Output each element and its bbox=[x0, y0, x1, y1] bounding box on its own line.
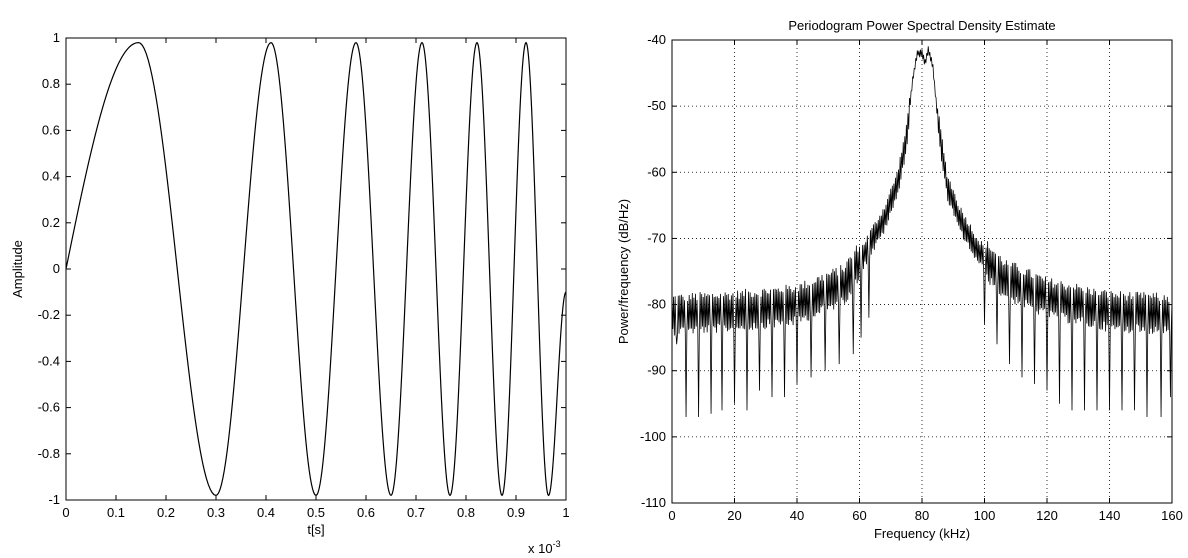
right-y-tick-label: -50 bbox=[647, 98, 666, 113]
right-chart-psd: 0 20 40 60 80 100 120 140 160 -110 -100 -90 -80 -70 -6… bbox=[616, 18, 1183, 541]
left-x-tick-label: 0.6 bbox=[357, 505, 375, 520]
right-x-tick-label: 160 bbox=[1161, 508, 1183, 523]
left-x-tick-label: 0.3 bbox=[207, 505, 225, 520]
right-grid bbox=[672, 40, 1172, 503]
right-y-axis-label: Power/frequency (dB/Hz) bbox=[616, 199, 631, 344]
left-x-tick-label: 1 bbox=[562, 505, 569, 520]
right-ticks: 0 20 40 60 80 100 120 140 160 -110 -100 -90 -80 -70 -6… bbox=[640, 32, 1183, 523]
left-plot-area bbox=[65, 37, 567, 501]
left-series-line bbox=[65, 41, 567, 497]
right-x-tick-label: 80 bbox=[915, 508, 929, 523]
right-y-tick-label: -100 bbox=[640, 429, 666, 444]
left-y-tick-label: 0 bbox=[53, 261, 60, 276]
left-y-tick-label: 0.8 bbox=[42, 76, 60, 91]
left-x-tick-label: 0.7 bbox=[407, 505, 425, 520]
right-plot-area bbox=[671, 39, 1173, 504]
right-y-tick-label: -80 bbox=[647, 297, 666, 312]
right-series-line bbox=[671, 46, 1173, 418]
right-x-tick-label: 140 bbox=[1099, 508, 1121, 523]
right-y-tick-label: -90 bbox=[647, 363, 666, 378]
left-x-exponent: x 10-3 bbox=[528, 539, 561, 556]
right-x-axis-label: Frequency (kHz) bbox=[874, 526, 970, 541]
left-y-axis-label: Amplitude bbox=[10, 240, 25, 298]
right-x-tick-label: 100 bbox=[974, 508, 996, 523]
left-chart-waveform: 0 0.1 0.2 0.3 0.4 0.5 0.6 0.7 0.8 0.9 1 -1 -0.8 -0.6 -… bbox=[10, 30, 570, 556]
left-y-tick-label: 0.4 bbox=[42, 169, 60, 184]
left-x-tick-label: 0 bbox=[62, 505, 69, 520]
left-y-tick-label: 0.2 bbox=[42, 215, 60, 230]
right-x-tick-label: 40 bbox=[790, 508, 804, 523]
right-x-tick-label: 0 bbox=[668, 508, 675, 523]
left-y-tick-label: -1 bbox=[48, 492, 60, 507]
right-y-tick-label: -70 bbox=[647, 230, 666, 245]
left-x-exponent-power: -3 bbox=[553, 539, 561, 549]
right-x-tick-label: 20 bbox=[727, 508, 741, 523]
left-y-tick-label: 1 bbox=[53, 30, 60, 45]
left-y-tick-label: -0.2 bbox=[38, 307, 60, 322]
left-y-tick-label: 0.6 bbox=[42, 122, 60, 137]
left-ticks: 0 0.1 0.2 0.3 0.4 0.5 0.6 0.7 0.8 0.9 1 -1 -0.8 -0.6 -… bbox=[38, 30, 570, 520]
right-chart-title: Periodogram Power Spectral Density Estim… bbox=[788, 18, 1055, 33]
right-y-tick-label: -110 bbox=[641, 495, 666, 510]
right-x-tick-label: 60 bbox=[852, 508, 866, 523]
right-x-tick-label: 120 bbox=[1036, 508, 1058, 523]
left-y-tick-label: -0.8 bbox=[38, 446, 60, 461]
left-x-tick-label: 0.9 bbox=[507, 505, 525, 520]
left-y-tick-label: -0.4 bbox=[38, 353, 60, 368]
left-y-tick-label: -0.6 bbox=[38, 400, 60, 415]
left-x-tick-label: 0.4 bbox=[257, 505, 275, 520]
left-x-tick-label: 0.5 bbox=[307, 505, 325, 520]
right-y-tick-label: -60 bbox=[647, 164, 666, 179]
right-y-tick-label: -40 bbox=[647, 32, 666, 47]
left-x-tick-label: 0.8 bbox=[457, 505, 475, 520]
left-x-tick-label: 0.2 bbox=[157, 505, 175, 520]
left-x-exponent-base: x 10 bbox=[528, 541, 553, 556]
left-x-tick-label: 0.1 bbox=[107, 505, 125, 520]
left-x-axis-label: t[s] bbox=[307, 522, 324, 537]
